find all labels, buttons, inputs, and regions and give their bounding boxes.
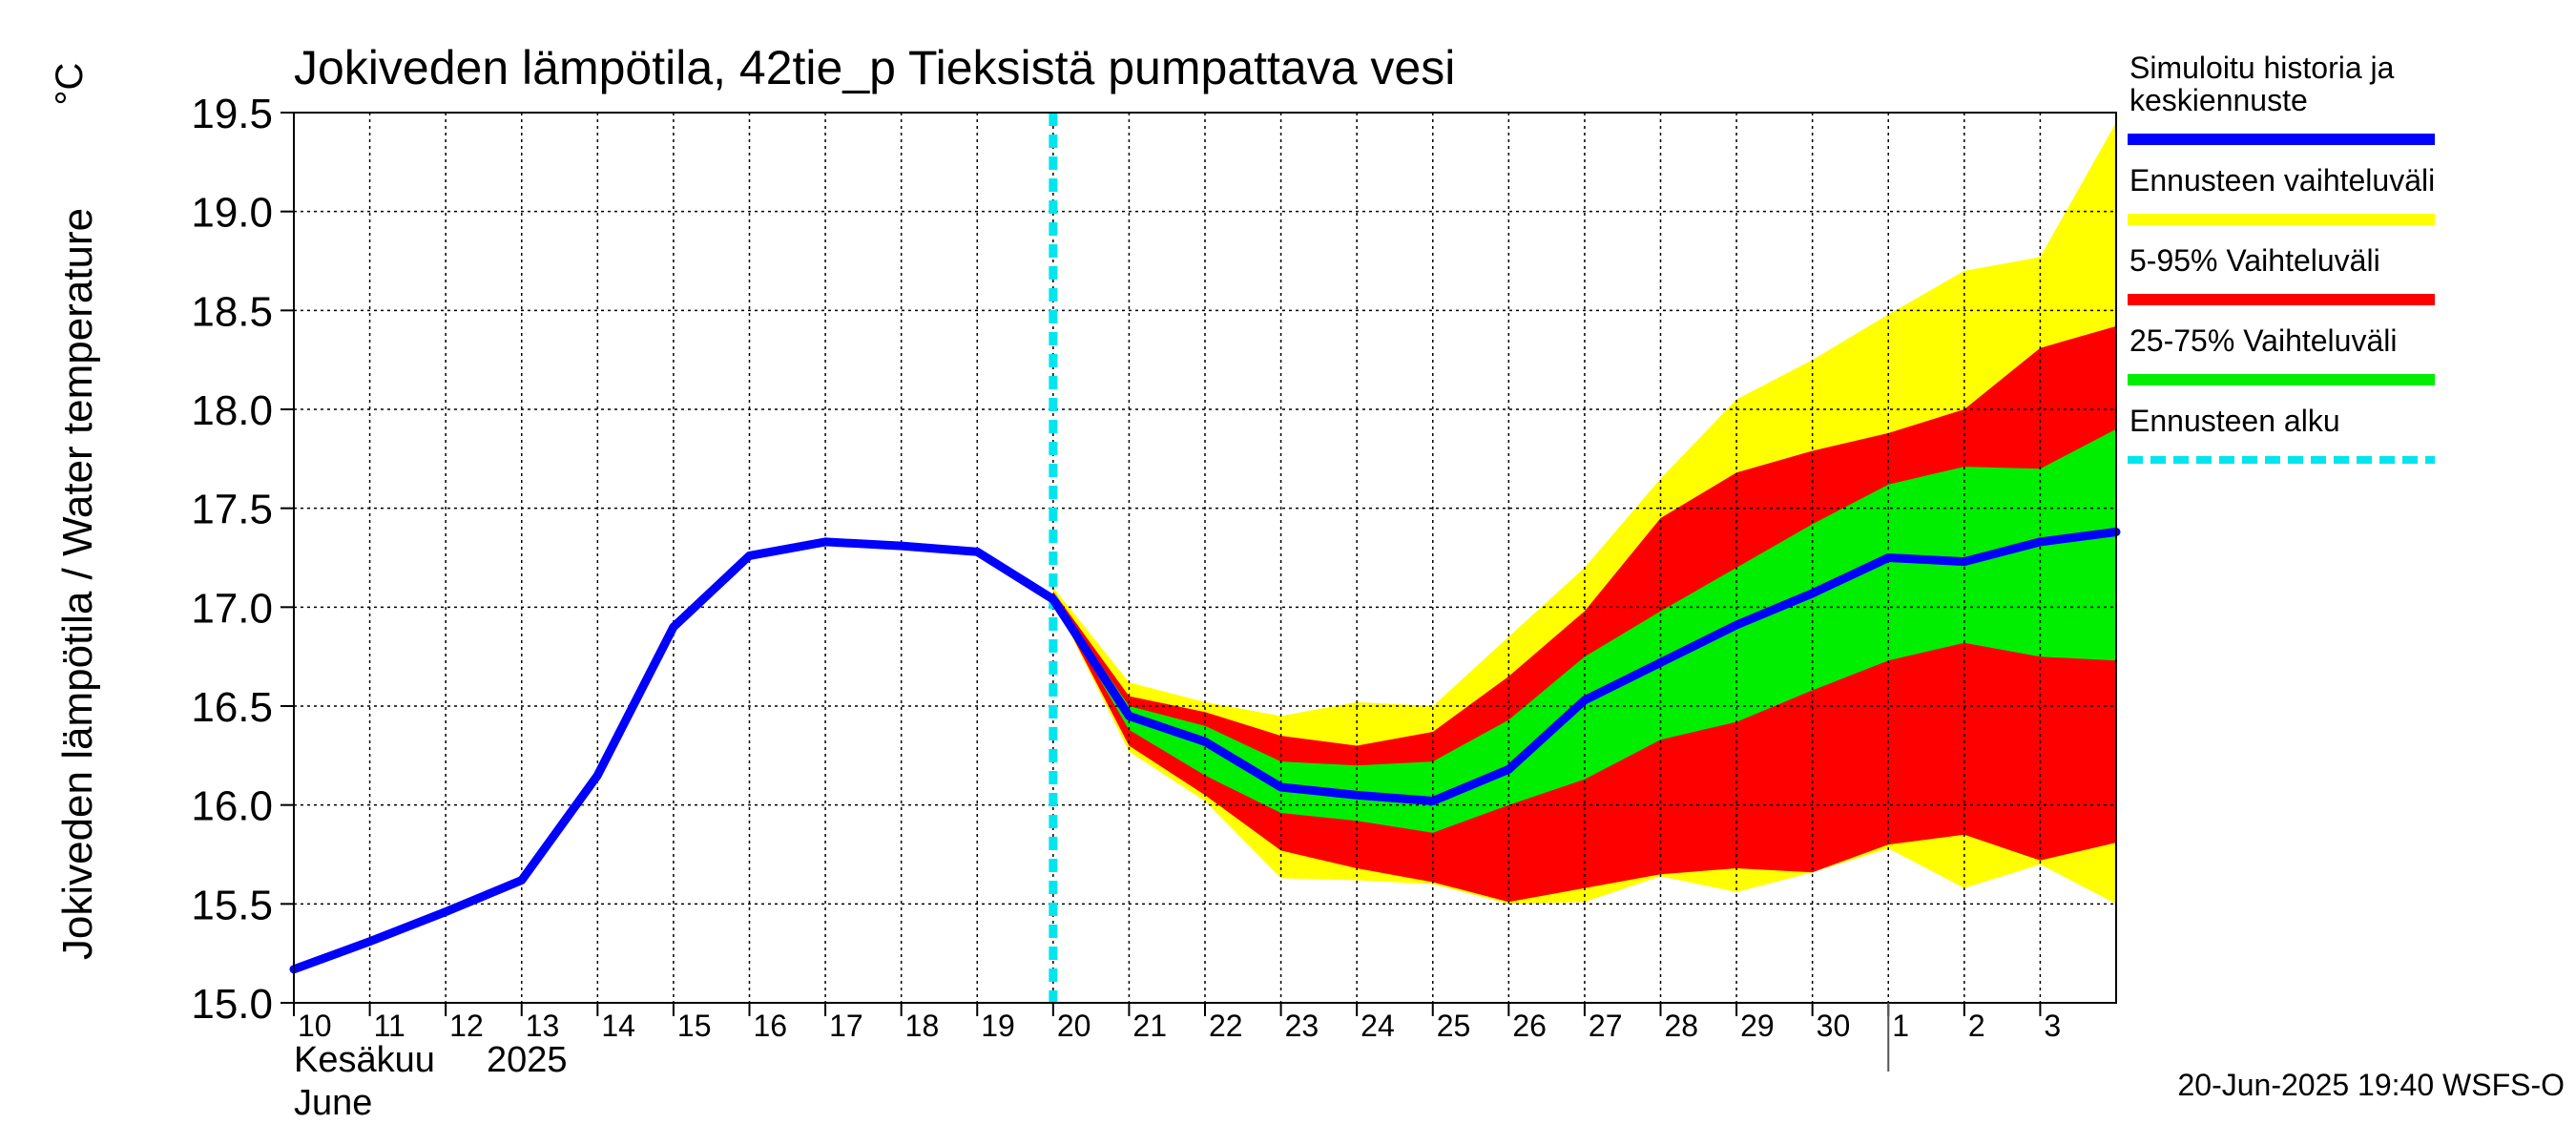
y-axis-unit: °C — [49, 63, 91, 106]
month-label-fi: Kesäkuu — [294, 1040, 435, 1080]
x-tick-label: 12 — [449, 1009, 484, 1043]
y-axis-label: Jokiveden lämpötila / Water temperature — [54, 208, 101, 960]
x-tick-label: 10 — [298, 1009, 332, 1043]
y-tick-label: 16.5 — [191, 684, 273, 731]
legend-label-0: keskiennuste — [2129, 83, 2308, 117]
x-tick-label: 25 — [1437, 1009, 1471, 1043]
x-axis-ticks: 10 11 12 13 14 15 16 17 18 19 20 21 22 23 24 25 26 27 28 29… — [293, 1003, 2061, 1072]
month-label-en: June — [294, 1083, 372, 1123]
y-tick-label: 19.5 — [191, 91, 273, 137]
series-lines — [289, 528, 2121, 974]
x-tick-label: 13 — [526, 1009, 560, 1043]
x-tick-label: 19 — [981, 1009, 1015, 1043]
y-tick-label: 19.0 — [191, 190, 273, 237]
x-tick-label: 21 — [1132, 1009, 1167, 1043]
x-tick-label: 11 — [374, 1009, 405, 1043]
x-tick-label: 24 — [1361, 1009, 1395, 1043]
grid — [294, 113, 2116, 1003]
x-tick-label: 1 — [1892, 1009, 1909, 1043]
x-tick-label: 15 — [677, 1009, 712, 1043]
x-tick-label: 28 — [1665, 1009, 1699, 1043]
y-tick-label: 18.0 — [191, 387, 273, 434]
x-tick-label: 26 — [1512, 1009, 1547, 1043]
y-tick-label: 17.5 — [191, 487, 273, 533]
y-tick-label: 18.5 — [191, 288, 273, 335]
y-tick-label: 16.0 — [191, 783, 273, 830]
x-tick-label: 17 — [829, 1009, 863, 1043]
y-axis-ticks: 15.0 15.5 16.0 16.5 17.0 17.5 18.0 18.5 19.0 19.5 — [191, 91, 294, 1028]
x-tick-label: 22 — [1209, 1009, 1243, 1043]
timestamp: 20-Jun-2025 19:40 WSFS-O — [2177, 1068, 2565, 1102]
x-tick-label: 18 — [905, 1009, 940, 1043]
legend-label-4: Ennusteen alku — [2129, 404, 2340, 438]
legend-label-0: Simuloitu historia ja — [2129, 51, 2395, 85]
legend-label-2: 5-95% Vaihteluväli — [2129, 243, 2380, 278]
band-2 — [1052, 428, 2116, 833]
series-line-0 — [289, 528, 2121, 974]
legend-label-3: 25-75% Vaihteluväli — [2129, 323, 2397, 358]
year-label: 2025 — [487, 1040, 568, 1080]
x-tick-label: 20 — [1057, 1009, 1091, 1043]
x-tick-label: 30 — [1817, 1009, 1851, 1043]
x-tick-label: 27 — [1589, 1009, 1623, 1043]
y-tick-label: 17.0 — [191, 585, 273, 632]
chart-title: Jokiveden lämpötila, 42tie_p Tieksistä p… — [294, 41, 1455, 94]
x-tick-label: 2 — [1968, 1009, 1985, 1043]
x-tick-label: 29 — [1740, 1009, 1775, 1043]
legend-label-1: Ennusteen vaihteluväli — [2129, 163, 2435, 198]
x-tick-label: 16 — [754, 1009, 788, 1043]
x-tick-label: 23 — [1285, 1009, 1319, 1043]
y-tick-label: 15.0 — [191, 981, 273, 1028]
x-tick-label: 14 — [601, 1009, 635, 1043]
x-tick-label: 3 — [2044, 1009, 2061, 1043]
y-tick-label: 15.5 — [191, 882, 273, 928]
